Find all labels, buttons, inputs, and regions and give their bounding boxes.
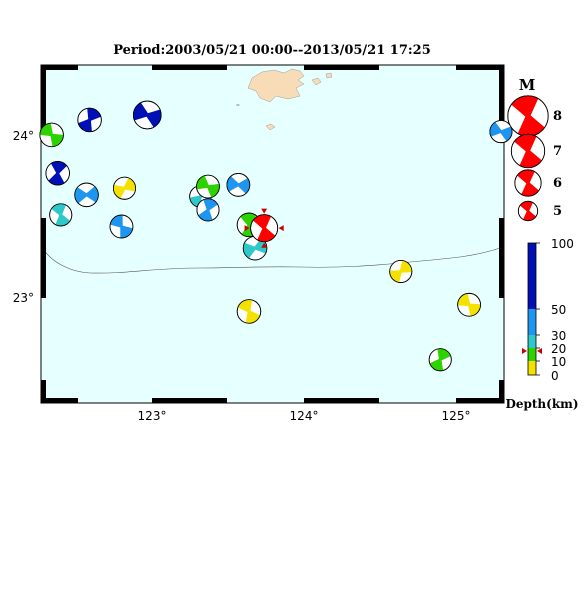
magnitude-legend-symbols	[507, 95, 549, 222]
trench-line	[43, 247, 501, 274]
frame-right-seg-2	[499, 218, 504, 298]
frame-right-seg-3	[499, 380, 504, 403]
frame-bottom-seg-3	[304, 398, 379, 403]
map-title: Period:2003/05/21 00:00--2013/05/21 17:2…	[113, 43, 431, 58]
main-event-marker-right	[278, 225, 284, 232]
event-focal-mechanism	[49, 203, 73, 227]
event-focal-mechanism	[112, 176, 136, 200]
magnitude-legend-label: 6	[553, 176, 562, 191]
depth-bar-20-30	[528, 335, 536, 348]
magnitude-legend-label: 8	[553, 109, 562, 124]
x-tick-label: 125°	[442, 409, 471, 423]
event-focal-mechanism	[74, 182, 99, 208]
depth-legend-label: 100	[551, 237, 574, 251]
main-event-depth-marker-right	[537, 348, 542, 354]
depth-legend-label: 0	[551, 369, 559, 383]
land-island-east-2	[325, 72, 333, 79]
depth-bar-30-50	[528, 309, 536, 335]
event-focal-mechanism	[77, 107, 102, 133]
depth-legend-title: Depth(km)	[505, 397, 578, 411]
event-focal-mechanism	[226, 173, 251, 197]
magnitude-legend-label: 7	[553, 144, 562, 159]
event-focal-mechanism	[196, 198, 220, 222]
event-focal-mechanism	[196, 174, 220, 199]
frame-top-seg-1	[41, 65, 78, 70]
depth-bar-0-10	[528, 361, 536, 375]
magnitude-legend: M 8 7 6 5	[507, 76, 562, 222]
y-tick-label: 24°	[13, 129, 34, 143]
y-tick-label: 23°	[13, 291, 34, 305]
depth-legend-label: 10	[551, 355, 566, 369]
land-masses	[235, 68, 333, 131]
event-focal-mechanism	[39, 122, 64, 148]
frame-bottom-seg-2	[152, 398, 227, 403]
map-frame	[40, 64, 505, 404]
frame-bottom-seg-1	[41, 398, 78, 403]
frame-left-seg-2	[41, 218, 46, 298]
frame-top-seg-4	[456, 65, 504, 70]
event-focal-mechanism	[132, 100, 162, 130]
main-event-marker-bottom	[261, 242, 268, 248]
event-focal-mechanism	[489, 120, 513, 144]
magnitude-legend-ball	[507, 95, 549, 137]
magnitude-legend-ball	[514, 169, 542, 197]
land-island-main	[247, 68, 305, 103]
depth-legend-label: 50	[551, 303, 566, 317]
magnitude-legend-label: 5	[553, 204, 562, 219]
frame-top-seg-3	[304, 65, 379, 70]
land-islet	[235, 103, 240, 107]
depth-bar-50-100	[528, 243, 536, 309]
event-focal-mechanism	[389, 259, 413, 283]
event-focal-mechanism	[457, 292, 481, 317]
depth-bar-10-20	[528, 348, 536, 361]
event-focal-mechanism	[428, 348, 452, 372]
main-event-depth-marker-left	[522, 348, 527, 354]
magnitude-legend-ball	[510, 133, 546, 169]
event-focal-mechanism	[236, 299, 262, 324]
magnitude-legend-ball	[517, 200, 539, 222]
land-island-small	[265, 123, 276, 131]
main-event-marker-left	[244, 225, 250, 232]
frame-top-seg-2	[152, 65, 227, 70]
frame-bottom-seg-4	[456, 398, 504, 403]
x-tick-label: 123°	[138, 409, 167, 423]
land-island-east	[311, 77, 322, 86]
main-event-mechanism	[244, 208, 284, 248]
frame-left-seg-1	[41, 65, 46, 135]
main-event-marker-top	[261, 208, 268, 214]
frame-left-seg-3	[41, 380, 46, 403]
events-layer	[39, 100, 513, 372]
frame-right-seg-1	[499, 65, 504, 135]
magnitude-legend-heading: M	[519, 76, 536, 94]
x-tick-label: 124°	[290, 409, 319, 423]
depth-legend: 100 50 30 20 10 0 Depth(km)	[505, 237, 578, 411]
depth-legend-label: 20	[551, 342, 566, 356]
event-focal-mechanism	[45, 161, 70, 186]
event-focal-mechanism	[109, 214, 134, 239]
depth-legend-label: 30	[551, 329, 566, 343]
main-event-ball	[250, 214, 279, 243]
